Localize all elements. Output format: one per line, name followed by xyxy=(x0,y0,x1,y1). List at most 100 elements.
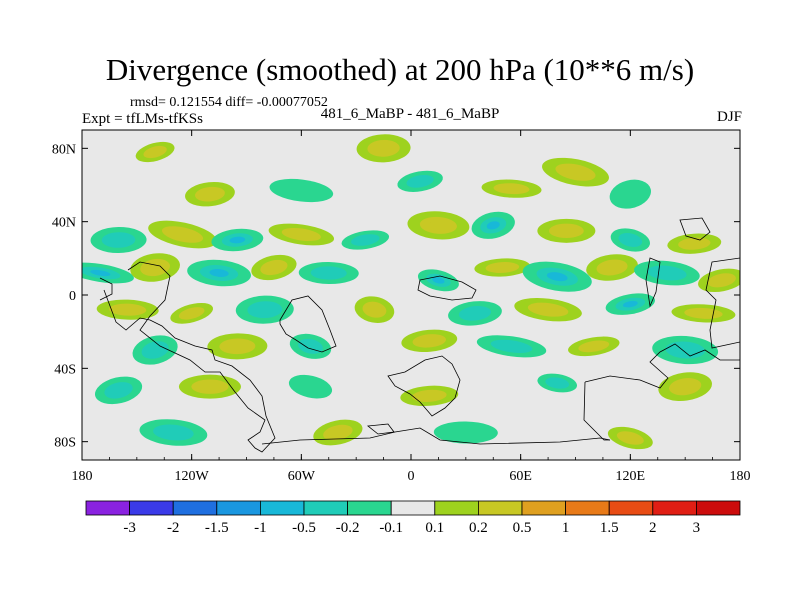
coastline-americas xyxy=(99,261,276,453)
anomaly-contour-inner xyxy=(161,226,204,243)
colorbar-label: 0.5 xyxy=(513,520,532,536)
anomaly-contour-inner xyxy=(109,303,147,316)
anomaly-blob xyxy=(474,258,531,277)
anomaly-contour-inner xyxy=(153,424,194,441)
anomaly-blob xyxy=(514,297,582,322)
anomaly-contour-outer xyxy=(269,178,334,203)
anomaly-contour-core xyxy=(429,221,448,230)
anomaly-blob xyxy=(235,295,294,324)
anomaly-blob xyxy=(135,141,175,163)
anomaly-blob xyxy=(185,181,235,207)
colorbar-swatch xyxy=(216,500,261,516)
y-tick-label: 40N xyxy=(52,216,76,231)
anomaly-contour-core xyxy=(546,272,568,282)
anomaly-blob xyxy=(605,293,656,315)
anomaly-blob xyxy=(341,230,390,250)
colorbar-label: 2 xyxy=(649,520,657,536)
anomaly-contour-core xyxy=(209,269,229,277)
colorbar-label: -0.2 xyxy=(336,520,360,536)
anomaly-blob xyxy=(178,374,241,399)
anomaly-contour-inner xyxy=(219,338,256,355)
anomaly-blob xyxy=(586,254,638,281)
anomaly-contour-core xyxy=(90,269,111,277)
x-tick-label: 60E xyxy=(509,469,532,484)
anomaly-blob xyxy=(96,299,159,320)
anomaly-contour-core xyxy=(693,310,714,317)
anomaly-contour-inner xyxy=(367,139,400,157)
anomaly-contour-inner xyxy=(669,378,702,396)
anomaly-blob xyxy=(634,260,700,286)
anomaly-field xyxy=(82,134,740,450)
season-label: DJF xyxy=(716,109,742,125)
anomaly-contour-inner xyxy=(247,301,283,319)
anomaly-blob xyxy=(542,157,609,187)
colorbar-label: 1.5 xyxy=(600,520,619,536)
anomaly-blob xyxy=(132,335,178,365)
anomaly-blob xyxy=(269,178,334,203)
coastline-south-america xyxy=(279,295,337,353)
coastline-asia xyxy=(417,217,740,349)
x-tick-label: 120W xyxy=(175,469,210,484)
anomaly-contour-core xyxy=(229,236,246,244)
anomaly-blob xyxy=(207,333,268,360)
anomaly-contour-inner xyxy=(527,302,569,317)
anomaly-blob xyxy=(400,385,459,407)
colorbar-label: -3 xyxy=(123,520,136,536)
colorbar-swatch xyxy=(390,500,436,516)
colorbar-label: -0.5 xyxy=(292,520,316,536)
x-tick-label: 180 xyxy=(730,469,751,484)
anomaly-blob xyxy=(94,376,143,405)
colorbar-label: 0.2 xyxy=(469,520,488,536)
anomaly-contour-inner xyxy=(101,232,136,248)
colorbar-swatch xyxy=(172,500,218,516)
anomaly-contour-inner xyxy=(143,145,167,159)
anomaly-blob xyxy=(481,179,542,198)
anomaly-blob xyxy=(417,269,459,292)
anomaly-blob xyxy=(211,228,264,252)
anomaly-contour-inner xyxy=(310,266,347,280)
anomaly-blob xyxy=(658,372,712,402)
anomaly-contour-inner xyxy=(191,379,229,394)
anomaly-contour-core xyxy=(368,305,381,314)
anomaly-blob xyxy=(476,335,547,358)
anomaly-contour-inner xyxy=(351,234,380,246)
anomaly-contour-inner xyxy=(104,382,133,399)
colorbar-swatch xyxy=(521,500,566,516)
colorbar-swatch xyxy=(259,500,305,516)
colorbar-label: 3 xyxy=(693,520,701,536)
run-label: 481_6_MaBP - 481_6_MaBP xyxy=(320,106,500,122)
anomaly-contour-inner xyxy=(195,186,225,202)
anomaly-contour-core xyxy=(486,221,500,230)
anomaly-blob xyxy=(522,261,592,292)
anomaly-blob xyxy=(90,226,147,254)
anomaly-contour-core xyxy=(185,310,199,317)
anomaly-blob xyxy=(610,228,650,252)
anomaly-blob xyxy=(356,134,411,163)
y-tick-label: 40S xyxy=(54,362,76,377)
anomaly-contour-core xyxy=(493,264,511,271)
y-tick-label: 80N xyxy=(52,142,76,157)
colorbar-label: -2 xyxy=(167,520,180,536)
anomaly-contour-outer xyxy=(288,374,333,399)
anomaly-blob xyxy=(148,220,217,249)
anomaly-blob xyxy=(407,211,470,240)
anomaly-blob xyxy=(537,218,596,243)
anomaly-contour-inner xyxy=(406,174,434,188)
anomaly-blob xyxy=(397,170,443,192)
colorbar-swatch xyxy=(696,500,741,516)
anomaly-blob xyxy=(354,296,395,323)
x-tick-label: 180 xyxy=(72,469,93,484)
anomaly-blob xyxy=(607,426,653,450)
anomaly-contour-core xyxy=(291,231,312,238)
colorbar-label: 0.1 xyxy=(425,520,444,536)
anomaly-blob xyxy=(298,261,359,285)
colorbar-swatch xyxy=(565,500,610,516)
anomaly-blob xyxy=(170,302,214,324)
anomaly-contour-inner xyxy=(618,233,643,247)
anomaly-contour-inner xyxy=(412,334,447,348)
anomaly-contour-inner xyxy=(545,377,570,389)
colorbar-label: -1.5 xyxy=(205,520,229,536)
anomaly-blob xyxy=(568,336,620,357)
x-tick-label: 120E xyxy=(616,469,646,484)
